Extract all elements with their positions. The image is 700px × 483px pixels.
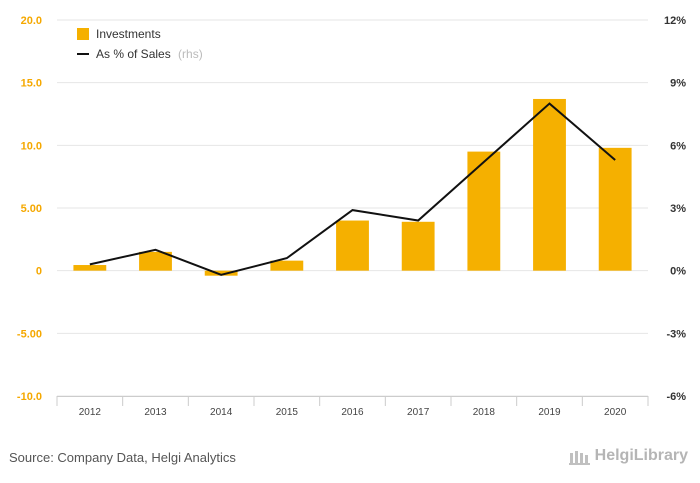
y-left-tick-label: -10.0: [17, 391, 42, 403]
y-left-tick-label: 20.0: [21, 15, 42, 27]
x-tick-label: 2015: [276, 407, 299, 418]
bar-investments-2016: [336, 220, 369, 271]
x-tick-label: 2016: [341, 407, 364, 418]
bar-investments-2020: [598, 147, 632, 271]
y-right-tick-label: 9%: [670, 78, 686, 90]
y-right-tick-label: -3%: [666, 328, 686, 340]
y-right-tick-label: -6%: [666, 391, 686, 403]
x-tick-label: 2020: [604, 407, 627, 418]
bar-investments-2015: [270, 260, 304, 271]
x-tick-label: 2014: [210, 407, 233, 418]
y-right-tick-label: 6%: [670, 140, 686, 152]
legend-label-sales-ratio: As % of Sales: [96, 47, 171, 61]
line-sales-ratio: [89, 102, 616, 276]
svg-text:As % of Sales (rhs): As % of Sales (rhs): [96, 47, 203, 61]
legend-swatch-investments: [77, 28, 89, 40]
logo-text: HelgiLibrary: [594, 447, 688, 464]
bar-investments-2017: [401, 221, 435, 271]
legend: Investments As % of Sales (rhs): [77, 27, 203, 61]
y-right-tick-label: 12%: [664, 15, 686, 27]
y-left-tick-label: 15.0: [21, 78, 42, 90]
x-tick-label: 2017: [407, 407, 430, 418]
legend-label-investments: Investments: [96, 27, 161, 41]
y-left-tick-label: 0: [36, 266, 42, 278]
legend-label-rhs: (rhs): [178, 47, 203, 61]
y-right-tick-label: 3%: [670, 203, 686, 215]
y-left-tick-label: 5.00: [21, 203, 42, 215]
x-tick-label: 2013: [144, 407, 167, 418]
y-left-tick-label: 10.0: [21, 140, 42, 152]
bar-investments-2014: [204, 270, 238, 276]
bar-investments-2018: [467, 151, 501, 271]
bar-investments-2012: [73, 265, 107, 271]
source-note: Source: Company Data, Helgi Analytics: [9, 450, 236, 465]
y-right-tick-label: 0%: [670, 266, 686, 278]
x-tick-label: 2018: [473, 407, 496, 418]
y-left-tick-label: -5.00: [17, 328, 42, 340]
library-building-icon: [568, 451, 590, 465]
combo-chart: -10.0 -5.00 0 5.00 10.0 15.0 20.0 -6% -3% 0% 3% 6% 9…: [17, 15, 686, 418]
x-tick-label: 2012: [79, 407, 102, 418]
helgi-library-logo: HelgiLibrary: [568, 447, 688, 465]
bar-investments-2013: [139, 251, 172, 271]
x-tick-label: 2019: [538, 407, 561, 418]
bar-investments-2019: [533, 98, 566, 271]
